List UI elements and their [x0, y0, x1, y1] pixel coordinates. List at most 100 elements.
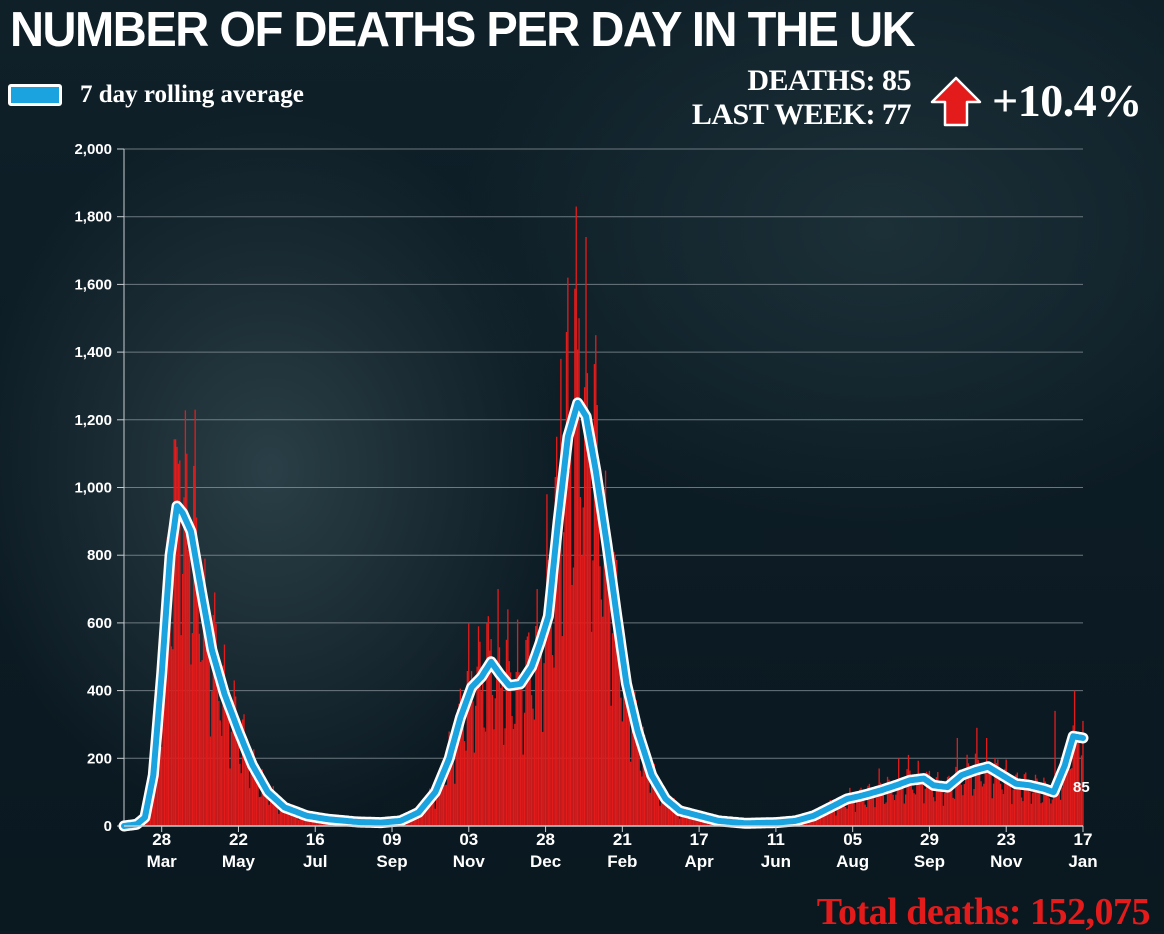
daily-bar: [989, 768, 990, 826]
daily-bar: [532, 709, 533, 826]
daily-bar: [609, 571, 610, 826]
daily-bar: [873, 798, 874, 826]
daily-bar: [874, 807, 875, 826]
daily-bar: [174, 439, 175, 826]
daily-bar: [592, 560, 593, 826]
daily-bar: [502, 675, 503, 826]
daily-bar: [464, 741, 465, 826]
daily-bar: [220, 720, 221, 826]
daily-bar: [1039, 788, 1040, 826]
y-tick-label: 1,400: [74, 344, 112, 361]
daily-bar: [855, 812, 856, 826]
daily-bar: [923, 803, 924, 826]
daily-bar: [1029, 792, 1030, 826]
daily-bar: [1021, 797, 1022, 826]
x-tick-month: Sep: [914, 852, 945, 871]
daily-bar: [549, 620, 550, 826]
daily-bar: [289, 815, 290, 826]
daily-bar: [950, 789, 951, 826]
daily-bar: [894, 800, 895, 826]
y-tick-label: 200: [87, 750, 112, 767]
daily-bar: [446, 785, 447, 826]
x-tick-day: 29: [920, 830, 939, 849]
daily-bar: [489, 650, 490, 826]
daily-bar: [483, 728, 484, 826]
daily-bar: [516, 672, 517, 826]
daily-bar: [563, 532, 564, 826]
x-tick-day: 03: [459, 830, 478, 849]
daily-bar: [497, 589, 498, 826]
daily-bar: [925, 789, 926, 826]
daily-bar: [493, 729, 494, 826]
daily-bar: [1060, 800, 1061, 826]
daily-bar: [472, 701, 473, 826]
daily-bar: [1042, 802, 1043, 826]
daily-bar: [954, 799, 955, 826]
daily-bar: [671, 810, 672, 826]
daily-bar: [161, 747, 162, 826]
y-tick-label: 2,000: [74, 141, 112, 158]
daily-bar: [504, 728, 505, 826]
daily-bar: [898, 758, 899, 826]
daily-bar: [969, 777, 970, 826]
daily-bar: [278, 814, 279, 826]
daily-bar: [912, 790, 913, 826]
daily-bar: [463, 726, 464, 826]
daily-bar: [534, 720, 535, 826]
daily-bar: [990, 768, 991, 826]
daily-bar: [844, 805, 845, 826]
daily-bar: [1061, 787, 1062, 826]
x-tick-day: 17: [1074, 830, 1093, 849]
daily-bar: [476, 667, 477, 826]
daily-bar: [641, 776, 642, 826]
daily-bar: [523, 755, 524, 826]
y-tick-label: 600: [87, 615, 112, 632]
daily-bar: [930, 785, 931, 826]
daily-bar: [574, 289, 575, 826]
x-tick-month: May: [222, 852, 256, 871]
daily-bar: [668, 807, 669, 826]
daily-bar: [1040, 803, 1041, 826]
daily-bar: [659, 806, 660, 826]
daily-bar: [962, 795, 963, 826]
daily-bar: [961, 785, 962, 826]
daily-bar: [538, 641, 539, 826]
daily-bar: [571, 585, 572, 826]
daily-bar: [941, 791, 942, 826]
daily-bar: [229, 768, 230, 826]
daily-bar: [1070, 769, 1071, 826]
daily-bar: [503, 745, 504, 826]
daily-bar: [478, 626, 479, 826]
daily-bar: [560, 359, 561, 826]
daily-bar: [562, 636, 563, 826]
daily-bar: [569, 471, 570, 826]
y-tick-label: 400: [87, 683, 112, 700]
daily-bar: [510, 672, 511, 826]
y-tick-label: 1,200: [74, 412, 112, 429]
daily-bar: [425, 812, 426, 826]
daily-bar: [976, 728, 977, 826]
daily-bar: [878, 768, 879, 826]
daily-bar: [856, 802, 857, 826]
daily-bar: [846, 809, 847, 826]
daily-bar: [881, 794, 882, 826]
daily-bar: [619, 662, 620, 826]
y-tick-label: 1,000: [74, 480, 112, 497]
daily-bar: [599, 566, 600, 826]
daily-bar: [892, 795, 893, 826]
daily-bar: [482, 682, 483, 826]
daily-bar: [192, 633, 193, 826]
daily-bar: [913, 793, 914, 826]
daily-bar: [1049, 798, 1050, 826]
daily-bar: [435, 809, 436, 826]
daily-bar: [863, 798, 864, 826]
daily-bar: [507, 609, 508, 826]
x-tick-month: Apr: [684, 852, 714, 871]
daily-bar: [576, 207, 577, 826]
daily-bar: [980, 781, 981, 826]
daily-bar: [1003, 794, 1004, 826]
daily-bar: [1018, 787, 1019, 826]
daily-bar: [268, 805, 269, 826]
daily-bar: [298, 820, 299, 826]
daily-bar: [208, 633, 209, 826]
